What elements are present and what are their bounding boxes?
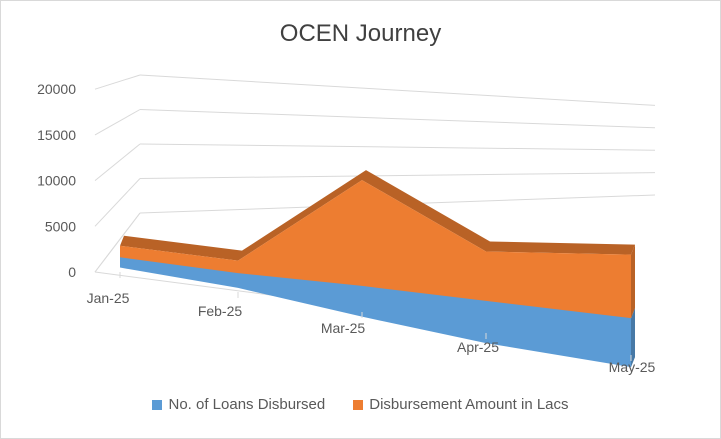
y-tick-label: 20000 [37,81,76,97]
x-tick-label: Jan-25 [87,290,130,306]
y-tick-label: 10000 [37,173,76,189]
gridline [139,143,656,151]
series-area-loans [120,257,631,368]
x-tick-label: Apr-25 [457,339,499,355]
legend-swatch-loans [152,399,163,410]
legend: No. of Loans Disbursed Disbursement Amou… [0,396,721,413]
gridline-side [94,74,141,90]
legend-label-loans: No. of Loans Disbursed [168,396,326,413]
series-band-amount [120,170,635,261]
x-tick-label: Feb-25 [198,303,243,319]
gridline-side [94,109,141,136]
y-axis-ticks: 0 5000 10000 15000 20000 [37,81,76,280]
floor-side [94,212,141,273]
chart-title: OCEN Journey [279,20,442,47]
x-tick-label: May-25 [609,359,656,375]
legend-item-loans: No. of Loans Disbursed [152,396,325,413]
y-tick-label: 15000 [37,127,76,143]
x-tick-label: Mar-25 [321,320,366,336]
legend-item-amount: Disbursement Amount in Lacs [353,396,569,413]
gridline-side [94,143,141,181]
gridline [139,74,656,106]
series-side-loans [631,308,635,368]
x-axis-ticks: Jan-25 Feb-25 Mar-25 Apr-25 May-25 [87,272,656,375]
gridline-side [94,178,141,227]
gridline [139,109,656,129]
series-side-amount [631,244,635,319]
y-tick-label: 5000 [45,218,76,234]
series-areas [120,170,635,368]
legend-swatch-amount [353,399,364,410]
gridline [139,172,656,179]
series-area-amount [120,180,631,331]
legend-label-amount: Disbursement Amount in Lacs [369,396,569,413]
y-tick-label: 0 [68,264,76,280]
